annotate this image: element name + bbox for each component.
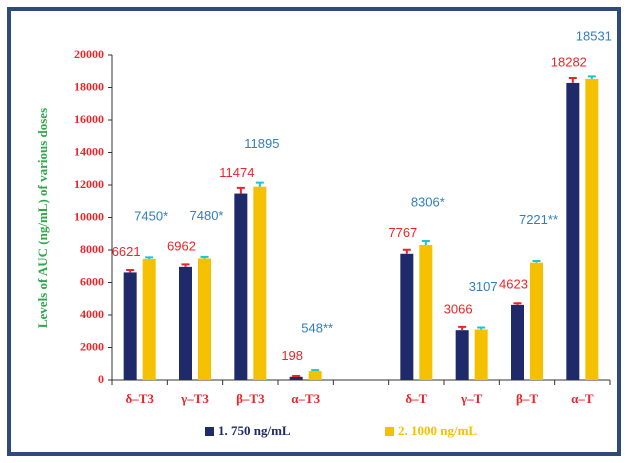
bar [511, 304, 524, 380]
y-tick-label: 14000 [74, 144, 104, 158]
legend-swatch [385, 427, 394, 436]
data-label: 7480* [190, 208, 224, 223]
error-bar [311, 369, 320, 372]
y-tick-label: 6000 [80, 274, 104, 288]
error-bar [126, 268, 135, 273]
bar [419, 245, 433, 380]
y-tick-label: 8000 [80, 242, 104, 256]
data-label: 7221** [519, 212, 558, 227]
bar [234, 193, 248, 380]
x-tick-label: β–T [516, 391, 538, 406]
error-bar [421, 239, 430, 246]
y-tick-label: 4000 [80, 307, 104, 321]
bar [474, 329, 488, 380]
error-bar [513, 302, 522, 305]
data-label: 6962 [167, 238, 196, 253]
error-bar [458, 325, 467, 331]
bar [308, 371, 322, 380]
bar [198, 258, 211, 380]
y-tick-label: 2000 [80, 339, 104, 353]
bar [566, 82, 580, 380]
error-bar [255, 181, 264, 187]
y-axis-label: Levels of AUC (ng/mL) of various doses [35, 108, 50, 328]
bar [179, 266, 192, 380]
error-bar [292, 374, 301, 377]
data-label: 3066 [444, 302, 473, 317]
x-tick-label: α–T [571, 391, 594, 406]
y-tick-label: 18000 [74, 79, 104, 93]
bar [585, 78, 599, 380]
bar [530, 262, 543, 380]
y-tick-label: 20000 [74, 47, 104, 61]
error-bar [568, 77, 577, 83]
data-label: 4623 [499, 276, 528, 291]
data-label: 18282 [551, 54, 587, 69]
data-label: 6621 [112, 244, 141, 259]
bar [253, 186, 267, 380]
bar [142, 258, 156, 380]
error-bar [477, 326, 486, 330]
x-tick-label: γ–T [460, 391, 483, 406]
legend-label: 1. 750 ng/mL [218, 423, 291, 438]
error-bar [402, 248, 411, 254]
data-label: 7450* [134, 208, 168, 223]
y-tick-label: 10000 [74, 209, 104, 223]
x-tick-label: δ–T3 [125, 391, 154, 406]
data-label: 3107 [469, 279, 498, 294]
y-tick-label: 0 [98, 372, 104, 386]
error-bar [145, 256, 154, 259]
bar [400, 253, 414, 380]
y-tick-label: 16000 [74, 112, 104, 126]
data-label: 18531 [576, 28, 612, 43]
bar [455, 330, 469, 380]
data-label: 7767 [388, 225, 417, 240]
y-tick-label: 12000 [74, 177, 104, 191]
data-label: 198 [281, 348, 303, 363]
x-tick-label: δ–T [405, 391, 427, 406]
error-bar [532, 260, 541, 263]
legend-label: 2. 1000 ng/mL [398, 423, 477, 438]
data-label: 548** [301, 321, 333, 336]
error-bar [181, 263, 190, 267]
bar [123, 272, 137, 380]
error-bar [200, 255, 209, 259]
frame [7, 7, 621, 456]
data-label: 11895 [244, 136, 279, 151]
bar [289, 376, 303, 380]
x-tick-label: β–T3 [236, 391, 265, 406]
error-bar [587, 75, 596, 79]
data-label: 11474 [219, 165, 254, 180]
x-tick-label: γ–T3 [180, 391, 209, 406]
legend-swatch [205, 427, 214, 436]
x-tick-label: α–T3 [291, 391, 320, 406]
data-label: 8306* [411, 194, 445, 209]
error-bar [236, 186, 245, 194]
